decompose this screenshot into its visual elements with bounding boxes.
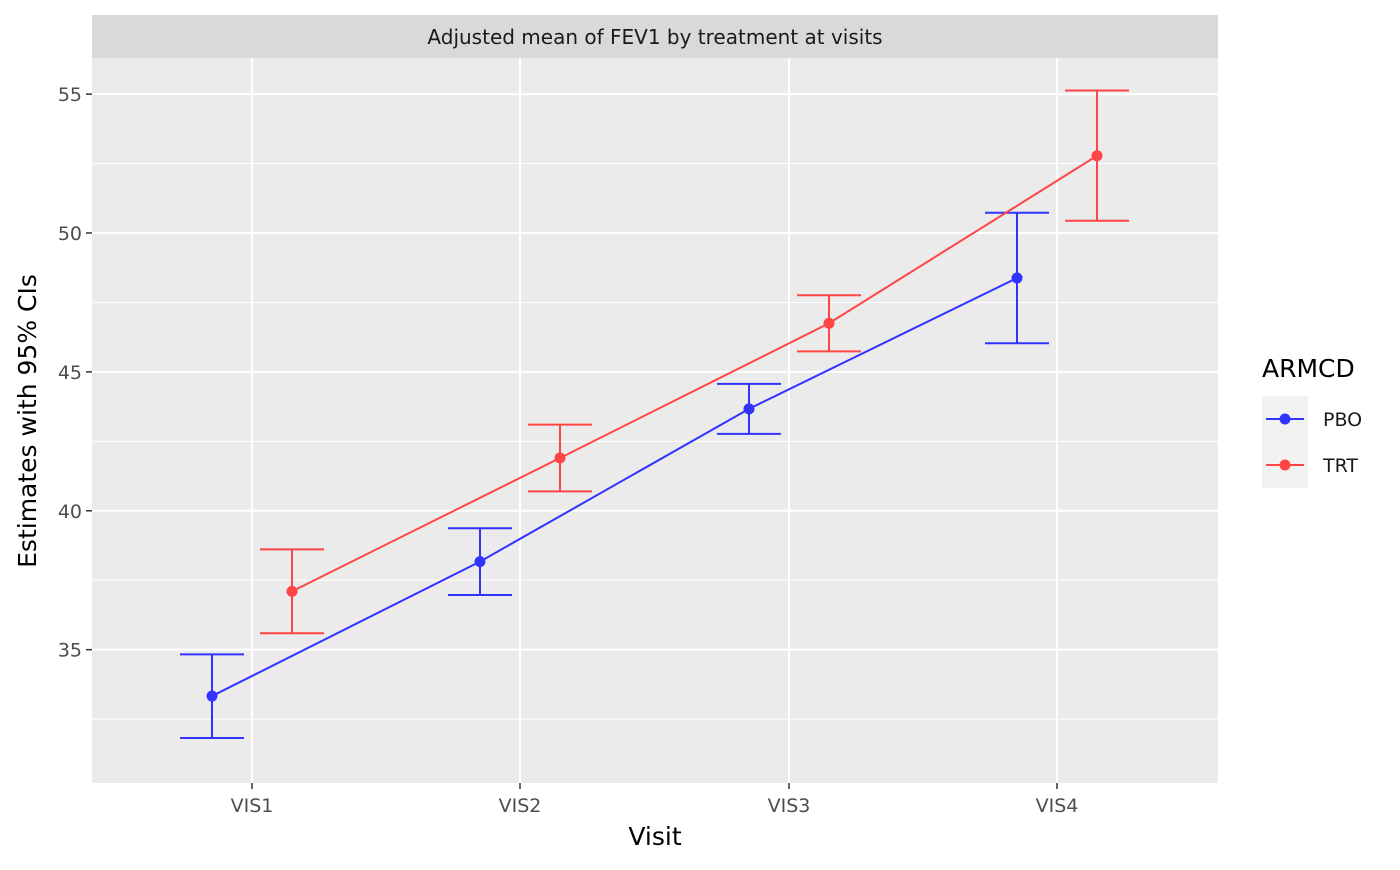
series-line-trt — [291, 154, 1098, 593]
strip-background — [92, 15, 1218, 58]
data-point-pbo — [743, 403, 755, 415]
axis-layer: 35 40 45 50 55 VIS1 VIS2 VIS3 VIS4 — [58, 84, 1079, 817]
x-tick-label: VIS1 — [231, 795, 274, 817]
line-layer — [211, 154, 1098, 697]
legend-key-point — [1279, 413, 1291, 425]
legend-title: ARMCD — [1262, 354, 1355, 383]
chart-title: Adjusted mean of FEV1 by treatment at vi… — [427, 25, 882, 49]
data-point-trt — [1091, 150, 1103, 162]
grid-layer — [92, 58, 1218, 783]
y-tick-label: 55 — [58, 84, 82, 106]
legend-key-background — [1262, 396, 1308, 488]
legend-items: PBO TRT — [1266, 409, 1362, 477]
data-point-trt — [823, 317, 835, 329]
series-line-pbo — [211, 277, 1018, 697]
legend-label: PBO — [1323, 409, 1362, 431]
data-point-pbo — [206, 690, 218, 702]
x-tick-label: VIS2 — [499, 795, 542, 817]
point-layer — [206, 150, 1103, 702]
data-point-pbo — [474, 556, 486, 568]
legend-item-trt: TRT — [1266, 455, 1358, 477]
y-axis-title: Estimates with 95% CIs — [13, 274, 42, 568]
x-tick-label: VIS3 — [768, 795, 811, 817]
legend-item-pbo: PBO — [1266, 409, 1362, 431]
legend-label: TRT — [1322, 455, 1358, 477]
data-point-pbo — [1011, 272, 1023, 284]
panel-background — [92, 58, 1218, 783]
data-point-trt — [554, 452, 566, 464]
y-tick-label: 40 — [58, 501, 82, 523]
legend: ARMCD PBO TRT — [1262, 354, 1362, 488]
legend-key-point — [1279, 459, 1291, 471]
y-tick-label: 50 — [58, 223, 82, 245]
x-axis-title: Visit — [628, 822, 681, 851]
x-tick-label: VIS4 — [1036, 795, 1079, 817]
y-tick-label: 45 — [58, 362, 82, 384]
data-point-trt — [286, 585, 298, 597]
y-tick-label: 35 — [58, 640, 82, 662]
